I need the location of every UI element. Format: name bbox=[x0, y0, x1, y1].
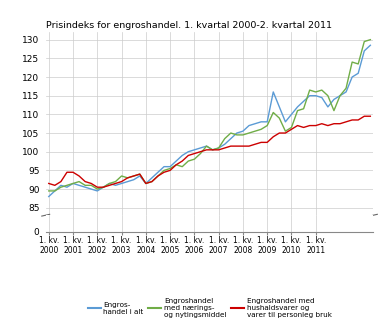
Text: Prisindeks for engroshandel. 1. kvartal 2000-2. kvartal 2011: Prisindeks for engroshandel. 1. kvartal … bbox=[46, 21, 332, 30]
Legend: Engros-
handel i alt, Engroshandel
med nærings-
og nytingsmiddel, Engroshandel m: Engros- handel i alt, Engroshandel med n… bbox=[88, 298, 331, 318]
